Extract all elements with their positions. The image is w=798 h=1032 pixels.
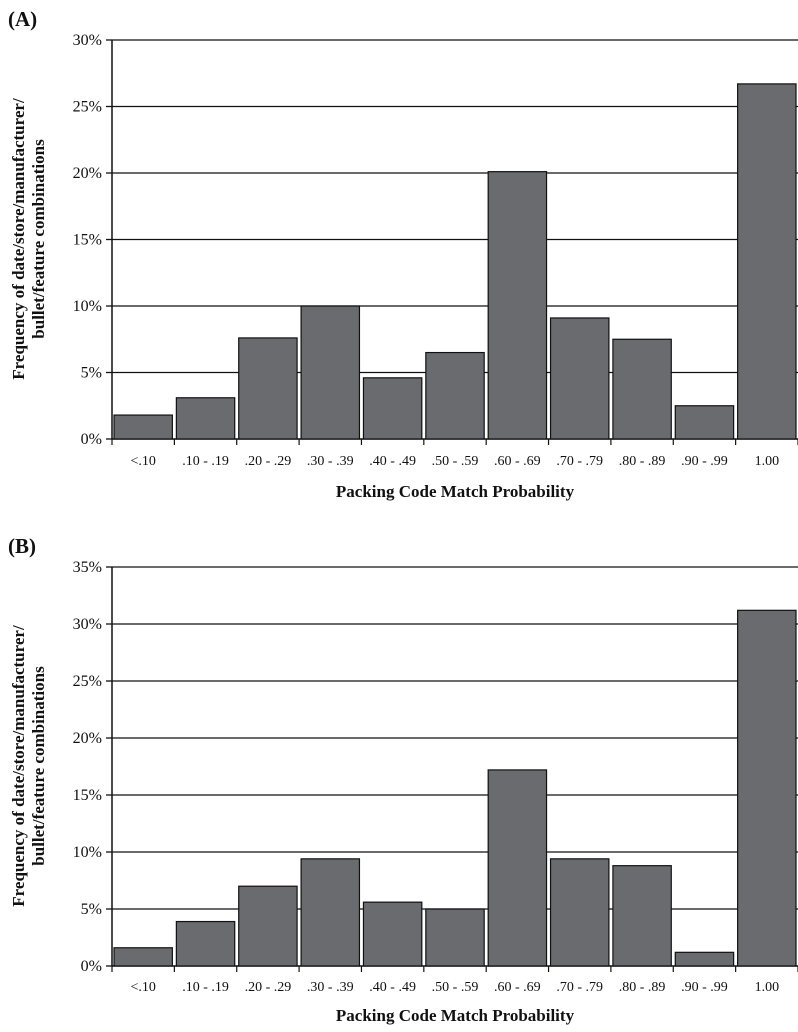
y-tick-label: 10% (73, 844, 102, 861)
bar (487, 769, 548, 967)
x-tick-label: <.10 (130, 980, 155, 995)
bar (175, 397, 236, 440)
panel-label: (A) (8, 7, 37, 31)
x-tick-label: <.10 (130, 454, 155, 469)
x-tick-label: .90 - .99 (681, 980, 728, 995)
x-axis-title: Packing Code Match Probability (336, 482, 575, 501)
y-tick-label: 5% (81, 365, 102, 382)
bar (674, 951, 735, 967)
bar (737, 83, 797, 440)
x-tick-label: .10 - .19 (182, 454, 229, 469)
x-tick-label: .20 - .29 (245, 454, 292, 469)
y-tick-label: 0% (81, 958, 102, 975)
x-tick-label: .50 - .59 (432, 980, 479, 995)
bar (113, 414, 173, 440)
bar (612, 338, 672, 440)
y-tick-label: 0% (81, 431, 102, 448)
y-axis-title-line: bullet/feature combinations (29, 139, 48, 339)
y-tick-label: 30% (73, 32, 102, 49)
x-tick-label: .10 - .19 (182, 980, 229, 995)
bar (300, 858, 361, 967)
y-tick-label: 20% (73, 165, 102, 182)
x-tick-label: .70 - .79 (556, 454, 603, 469)
bar (175, 920, 236, 967)
bar (238, 885, 298, 967)
bar (549, 317, 610, 440)
x-tick-label: .80 - .89 (619, 980, 666, 995)
x-tick-label: .40 - .49 (369, 980, 416, 995)
bar (238, 337, 298, 440)
y-axis-title-line: Frequency of date/store/manufacturer/ (9, 98, 28, 380)
bar (737, 609, 797, 967)
bar (362, 377, 423, 440)
y-tick-label: 35% (73, 559, 102, 576)
bar (612, 865, 672, 967)
x-tick-label: 1.00 (755, 454, 780, 469)
bar (362, 901, 423, 967)
panel-label: (B) (8, 534, 36, 558)
bar (113, 947, 173, 967)
x-tick-label: .60 - .69 (494, 454, 541, 469)
x-tick-label: .90 - .99 (681, 454, 728, 469)
y-axis-title: Frequency of date/store/manufacturer/bul… (9, 625, 48, 907)
x-tick-label: .30 - .39 (307, 980, 354, 995)
bar (674, 405, 735, 440)
bar (425, 908, 485, 967)
x-tick-label: .70 - .79 (556, 980, 603, 995)
x-axis-title: Packing Code Match Probability (336, 1006, 575, 1025)
y-tick-label: 20% (73, 730, 102, 747)
x-tick-label: .60 - .69 (494, 980, 541, 995)
y-tick-label: 15% (73, 787, 102, 804)
y-tick-label: 30% (73, 616, 102, 633)
y-axis-title: Frequency of date/store/manufacturer/bul… (9, 98, 48, 380)
x-tick-label: .20 - .29 (245, 980, 292, 995)
y-tick-label: 25% (73, 673, 102, 690)
bar (549, 858, 610, 967)
bar (487, 171, 548, 440)
bar (425, 351, 485, 440)
y-tick-label: 10% (73, 298, 102, 315)
y-axis-title-line: Frequency of date/store/manufacturer/ (9, 625, 28, 907)
y-tick-label: 15% (73, 232, 102, 249)
bar (300, 305, 361, 440)
panel-b: (B) 0% 5% 10% 15% 20% 25% 30% 35% <.10 .10 - .19 .2… (8, 534, 798, 1025)
y-tick-label: 25% (73, 99, 102, 116)
y-axis-title-line: bullet/feature combinations (29, 666, 48, 866)
panel-a: (A) 0% 5% 10% 15% 20% 25% 30% <.10 .10 - .19 .20 -… (8, 7, 798, 501)
x-tick-label: 1.00 (755, 980, 780, 995)
x-tick-label: .50 - .59 (432, 454, 479, 469)
x-tick-label: .40 - .49 (369, 454, 416, 469)
x-tick-label: .30 - .39 (307, 454, 354, 469)
x-tick-label: .80 - .89 (619, 454, 666, 469)
y-tick-label: 5% (81, 901, 102, 918)
